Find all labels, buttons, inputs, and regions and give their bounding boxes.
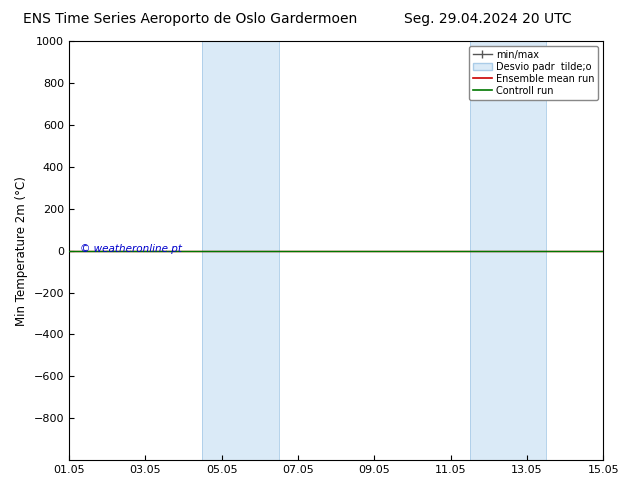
Text: ENS Time Series Aeroporto de Oslo Gardermoen: ENS Time Series Aeroporto de Oslo Garder… (23, 12, 358, 26)
Y-axis label: Min Temperature 2m (°C): Min Temperature 2m (°C) (15, 175, 28, 325)
Text: Seg. 29.04.2024 20 UTC: Seg. 29.04.2024 20 UTC (404, 12, 572, 26)
Bar (202, 41, 279, 460)
Bar (470, 41, 546, 460)
Legend: min/max, Desvio padr  tilde;o, Ensemble mean run, Controll run: min/max, Desvio padr tilde;o, Ensemble m… (469, 46, 598, 99)
Text: © weatheronline.pt: © weatheronline.pt (80, 244, 181, 254)
